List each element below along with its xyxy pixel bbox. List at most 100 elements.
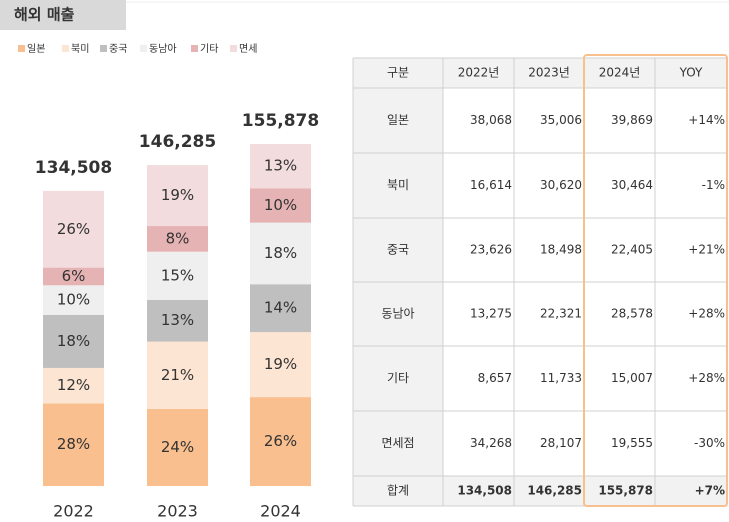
segment-label: 19% [264,355,297,373]
legend-label: 중국 [109,43,127,55]
segment-label: 14% [264,299,297,317]
bar-segment [147,299,208,342]
segment-label: 18% [57,332,90,350]
table-cell: 146,285 [527,484,582,498]
segment-label: 24% [161,438,194,456]
legend-label: 면세 [239,43,257,55]
table-cell: 30,620 [540,178,582,192]
bar-segment [43,403,104,486]
bar-segment [43,367,104,404]
legend-swatch [18,45,25,52]
table-cell: 8,657 [478,371,512,385]
segment-label: 21% [161,366,194,384]
table-cell: 23,626 [470,243,512,257]
header-box [0,0,126,30]
bar-segment [43,314,104,368]
bar-segment [43,267,104,286]
bar-segment [43,285,104,315]
segment-label: 8% [166,229,190,247]
table-cell: +21% [688,243,725,257]
table-cell: 13,275 [470,307,512,321]
bar-segment [147,341,208,409]
table-cell: 19,555 [611,436,653,450]
table-cell: +7% [695,484,725,498]
table-cell: 28,578 [611,307,653,321]
table-header: 2024년 [599,66,641,80]
total-label: 155,878 [242,111,319,131]
bar-segment [250,188,311,223]
table-header: YOY [679,66,703,80]
legend-label: 북미 [71,43,89,55]
total-label: 146,285 [139,132,216,152]
table-cell: 134,508 [457,484,512,498]
segment-label: 26% [57,220,90,238]
table-cell: 15,007 [611,371,653,385]
legend-swatch [100,45,107,52]
table-cell: +28% [688,307,725,321]
bar-segment [147,226,208,252]
legend-label: 기타 [200,43,218,55]
table-cell: 30,464 [611,178,653,192]
table-cell: 39,869 [611,113,653,127]
bar-segment [147,408,208,486]
legend-label: 동남아 [149,43,177,55]
legend-swatch [230,45,237,52]
table-row-label: 일본 [387,113,409,127]
table-cell: 34,268 [470,436,512,450]
segment-label: 26% [264,432,297,450]
table-cell: 155,878 [598,484,653,498]
table-cell: 38,068 [470,113,512,127]
segment-label: 19% [161,186,194,204]
segment-label: 15% [161,266,194,284]
legend-swatch [140,45,147,52]
table-row-label: 동남아 [381,307,414,321]
segment-label: 10% [264,196,297,214]
table-cell: 16,614 [470,178,512,192]
segment-label: 6% [62,267,86,285]
bar-segment [250,284,311,333]
legend-label: 일본 [27,43,45,55]
table-row-label: 북미 [387,178,409,192]
table-cell: 22,321 [540,307,582,321]
table-row-label: 중국 [387,243,409,257]
segment-label: 12% [57,376,90,394]
x-tick-label: 2023 [157,502,198,521]
table-cell: 22,405 [611,243,653,257]
highlight-box [583,54,728,507]
bar-segment [250,144,311,189]
table-header: 2023년 [528,66,570,80]
segment-label: 18% [264,244,297,262]
table-row-label: 합계 [387,484,409,498]
segment-label: 13% [264,157,297,175]
bar-segment [250,222,311,285]
table-cell: 28,107 [540,436,582,450]
total-label: 134,508 [35,158,112,178]
x-tick-label: 2022 [53,502,94,521]
table-header: 2022년 [458,66,500,80]
table-header: 구분 [387,66,409,80]
bar-segment [147,251,208,300]
table-cell: 35,006 [540,113,582,127]
legend-swatch [191,45,198,52]
table-row-label: 기타 [387,371,409,385]
table-cell: 11,733 [540,371,582,385]
bar-segment [250,332,311,398]
table-cell: +28% [688,371,725,385]
table-row-label: 면세점 [381,436,414,450]
bar-segment [250,397,311,486]
table-cell: -1% [702,178,725,192]
table-cell: -30% [694,436,725,450]
segment-label: 10% [57,291,90,309]
segment-label: 13% [161,311,194,329]
bar-segment [43,190,104,268]
x-tick-label: 2024 [260,502,301,521]
bar-segment [147,165,208,227]
header-title: 해외 매출 [14,6,75,24]
table-cell: +14% [688,113,725,127]
legend-swatch [62,45,69,52]
segment-label: 28% [57,435,90,453]
table-cell: 18,498 [540,243,582,257]
table-first-col-bg [353,88,443,506]
